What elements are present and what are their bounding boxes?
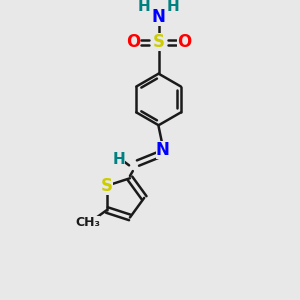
Text: H: H	[138, 0, 151, 14]
Text: N: N	[152, 8, 166, 26]
Text: O: O	[126, 33, 140, 51]
Text: S: S	[153, 33, 165, 51]
Text: N: N	[156, 141, 170, 159]
Text: H: H	[113, 152, 125, 167]
Text: H: H	[167, 0, 179, 14]
Text: O: O	[177, 33, 191, 51]
Text: S: S	[101, 177, 113, 195]
Text: CH₃: CH₃	[75, 216, 100, 229]
